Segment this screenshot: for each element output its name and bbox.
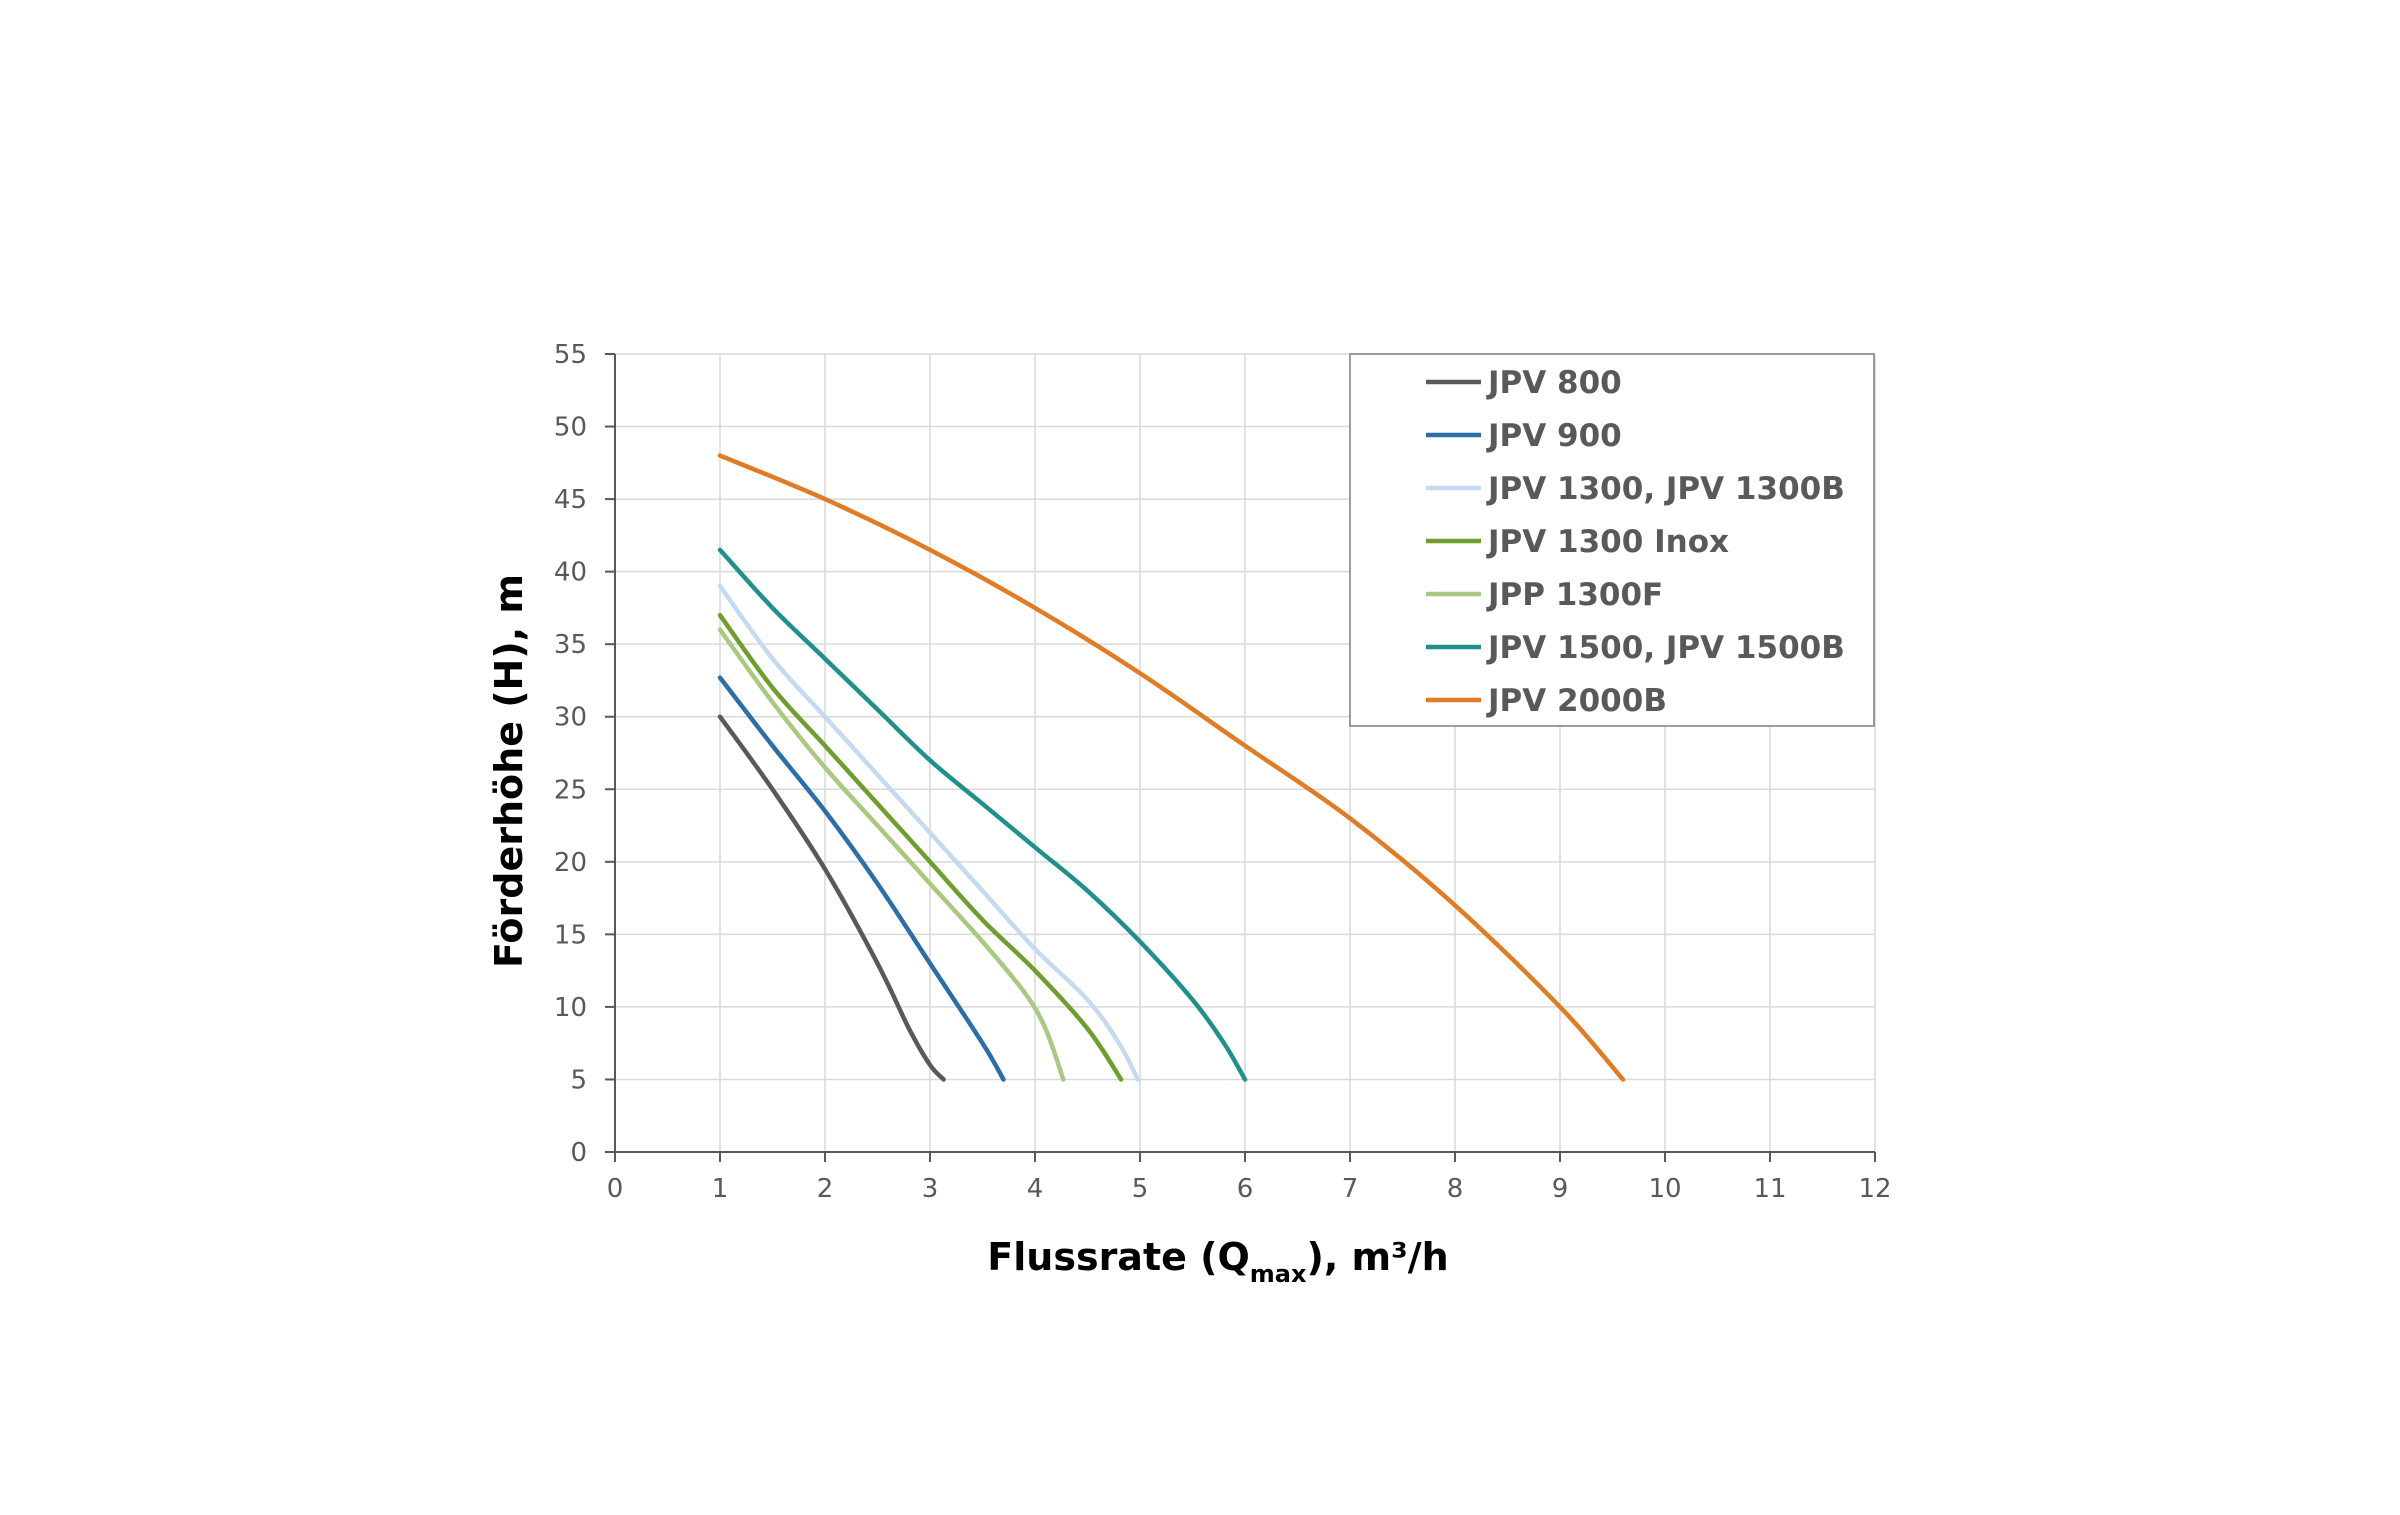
x-tick-label: 6 [1237, 1174, 1254, 1204]
legend-label-jpp-1300f: JPP 1300F [1486, 577, 1663, 613]
x-tick-label: 8 [1447, 1174, 1464, 1204]
y-tick-label: 5 [570, 1065, 587, 1095]
x-tick-label: 10 [1648, 1174, 1681, 1204]
y-tick-label: 55 [554, 340, 587, 370]
legend-label-jpv-900: JPV 900 [1486, 418, 1622, 454]
x-tick-label: 1 [712, 1174, 729, 1204]
x-tick-label: 0 [607, 1174, 624, 1204]
series-line-jpv-800 [717, 714, 946, 1082]
x-tick-label: 12 [1858, 1174, 1891, 1204]
y-tick-label: 50 [554, 413, 587, 443]
x-tick-label: 4 [1027, 1174, 1044, 1204]
x-axis-title-sub: max [1250, 1260, 1307, 1288]
legend-box [1349, 353, 1875, 727]
x-axis-title-main: Flussrate (Q [987, 1235, 1250, 1279]
x-tick-label: 11 [1753, 1174, 1786, 1204]
y-tick-label: 0 [570, 1138, 587, 1168]
x-tick-label: 5 [1132, 1174, 1149, 1204]
series-line-jpv-1500-jpv-1500b [717, 547, 1248, 1082]
x-axis-title: Flussrate (Qmax), m³/h [987, 1235, 1448, 1288]
legend-label-jpv-1300-inox: JPV 1300 Inox [1486, 524, 1729, 560]
x-axis-title-rest: ), m³/h [1306, 1235, 1448, 1279]
x-tick-label: 3 [922, 1174, 939, 1204]
axes [605, 353, 1876, 1162]
y-tick-label: 40 [554, 558, 587, 588]
series-line-jpp-1300f [717, 627, 1066, 1082]
y-tick-label: 45 [554, 485, 587, 515]
y-tick-label: 35 [554, 630, 587, 660]
series-line-jpv-2000b [717, 453, 1626, 1082]
x-tick-label: 2 [817, 1174, 834, 1204]
x-tick-label: 7 [1342, 1174, 1359, 1204]
series-lines [717, 453, 1626, 1082]
legend: JPV 800 JPV 900 JPV 1300, JPV 1300B JPV 130… [1349, 353, 1875, 727]
series-line-jpv-1300-inox [717, 612, 1124, 1082]
legend-label-jpv-1300-jpv-1300b: JPV 1300, JPV 1300B [1486, 471, 1845, 507]
y-tick-label: 25 [554, 775, 587, 805]
legend-label-jpv-2000b: JPV 2000B [1486, 683, 1667, 719]
series-line-jpv-1300-jpv-1300b [717, 583, 1141, 1082]
y-tick-label: 30 [554, 703, 587, 733]
y-tick-label: 20 [554, 848, 587, 878]
x-tick-label: 9 [1552, 1174, 1569, 1204]
series-line-jpv-900 [717, 675, 1006, 1082]
legend-label-jpv-1500-jpv-1500b: JPV 1500, JPV 1500B [1486, 630, 1845, 666]
y-tick-label: 15 [554, 920, 587, 950]
y-tick-label: 10 [554, 993, 587, 1023]
legend-label-jpv-800: JPV 800 [1486, 365, 1622, 401]
y-axis-title: Förderhöhe (H), m [487, 574, 531, 968]
